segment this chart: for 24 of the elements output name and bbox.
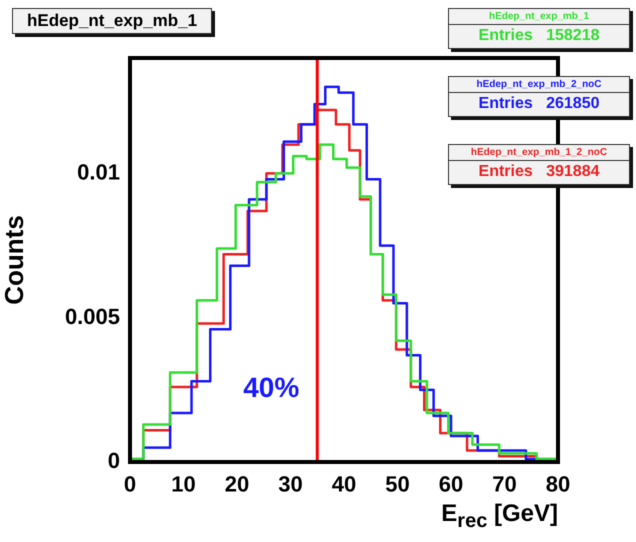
stats-header: hEdep_nt_exp_mb_2_noC — [449, 77, 629, 92]
y-tick-label: 0.005 — [64, 304, 120, 329]
y-axis-title: Counts — [0, 215, 29, 305]
annotation: 40% — [243, 372, 300, 403]
x-tick-label: 50 — [385, 471, 410, 496]
annotation: Entries 391884 — [478, 162, 600, 182]
stats-box: hEdep_nt_exp_mb_2_noC Entries 261850 — [448, 76, 630, 117]
stats-box: hEdep_nt_exp_mb_1 Entries 158218 — [448, 8, 630, 49]
x-tick-label: 70 — [492, 471, 517, 496]
stats-header: hEdep_nt_exp_mb_1_2_noC — [449, 145, 629, 160]
annotation: Entries 261850 — [478, 94, 600, 114]
x-axis-title: E$_{rec}$ [GeV] — [441, 500, 558, 533]
chart-title: hEdep_nt_exp_mb_1 — [12, 8, 212, 34]
stats-box: hEdep_nt_exp_mb_1_2_noC Entries 391884 — [448, 144, 630, 185]
x-tick-label: 40 — [332, 471, 356, 496]
x-tick-label: 60 — [438, 471, 464, 496]
x-tick-label: 20 — [224, 471, 250, 496]
x-tick-label: 30 — [278, 471, 303, 496]
y-tick-label: 0 — [108, 448, 120, 474]
x-tick-label: 80 — [546, 471, 570, 496]
x-tick-label: 10 — [171, 471, 196, 496]
y-tick-label: 0.01 — [77, 159, 120, 184]
x-tick-label: 0 — [124, 471, 136, 496]
stats-header: hEdep_nt_exp_mb_1 — [449, 9, 629, 24]
